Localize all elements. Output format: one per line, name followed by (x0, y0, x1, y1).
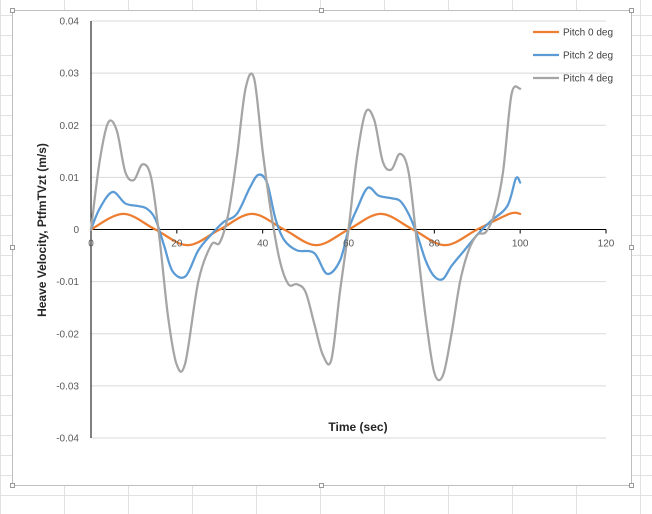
y-tick-label: 0.02 (60, 121, 80, 132)
y-tick-label: -0.01 (56, 277, 79, 288)
x-tick-label: 0 (88, 239, 94, 250)
resize-handle-bottom-left[interactable] (10, 483, 15, 488)
y-tick-label: 0.04 (60, 17, 80, 28)
resize-handle-bottom-right[interactable] (629, 483, 634, 488)
resize-handle-left[interactable] (10, 245, 15, 250)
resize-handle-bottom[interactable] (319, 483, 324, 488)
series-line-pitch-0-deg[interactable] (89, 211, 522, 247)
resize-handle-top-left[interactable] (10, 8, 15, 13)
y-tick-label: 0.01 (60, 173, 80, 184)
x-tick-label: 100 (512, 239, 529, 250)
gridlines (91, 20, 606, 439)
x-tick-label: 40 (257, 239, 269, 250)
plot-series (89, 72, 522, 382)
legend-label-pitch-2-deg: Pitch 2 deg (563, 51, 613, 62)
series-line-pitch-4-deg[interactable] (89, 72, 522, 382)
legend[interactable]: Pitch 0 deg Pitch 2 deg Pitch 4 deg (533, 28, 613, 85)
x-axis-title: Time (sec) (328, 420, 387, 434)
resize-handle-right[interactable] (629, 245, 634, 250)
y-tick-label: -0.04 (56, 434, 79, 445)
x-tick-label: 60 (343, 239, 355, 250)
resize-handle-top[interactable] (319, 8, 324, 13)
chart-area[interactable] (12, 10, 632, 486)
resize-handle-top-right[interactable] (629, 8, 634, 13)
y-axis-title: Heave Velocity, PtfmTVzt (m/s) (35, 143, 49, 317)
y-tick-label: 0.03 (60, 69, 80, 80)
y-tick-label: 0 (73, 225, 79, 236)
x-tick-label: 20 (171, 239, 183, 250)
x-tick-label: 80 (429, 239, 441, 250)
x-tick-label: 120 (598, 239, 615, 250)
legend-label-pitch-0-deg: Pitch 0 deg (563, 28, 613, 39)
legend-label-pitch-4-deg: Pitch 4 deg (563, 74, 613, 85)
tick-labels: -0.04 -0.03 -0.02 -0.01 0 0.01 0.02 0.03 0.04 0 20… (56, 17, 615, 445)
series-line-pitch-2-deg[interactable] (89, 173, 522, 281)
y-tick-label: -0.03 (56, 381, 79, 392)
y-tick-label: -0.02 (56, 329, 79, 340)
